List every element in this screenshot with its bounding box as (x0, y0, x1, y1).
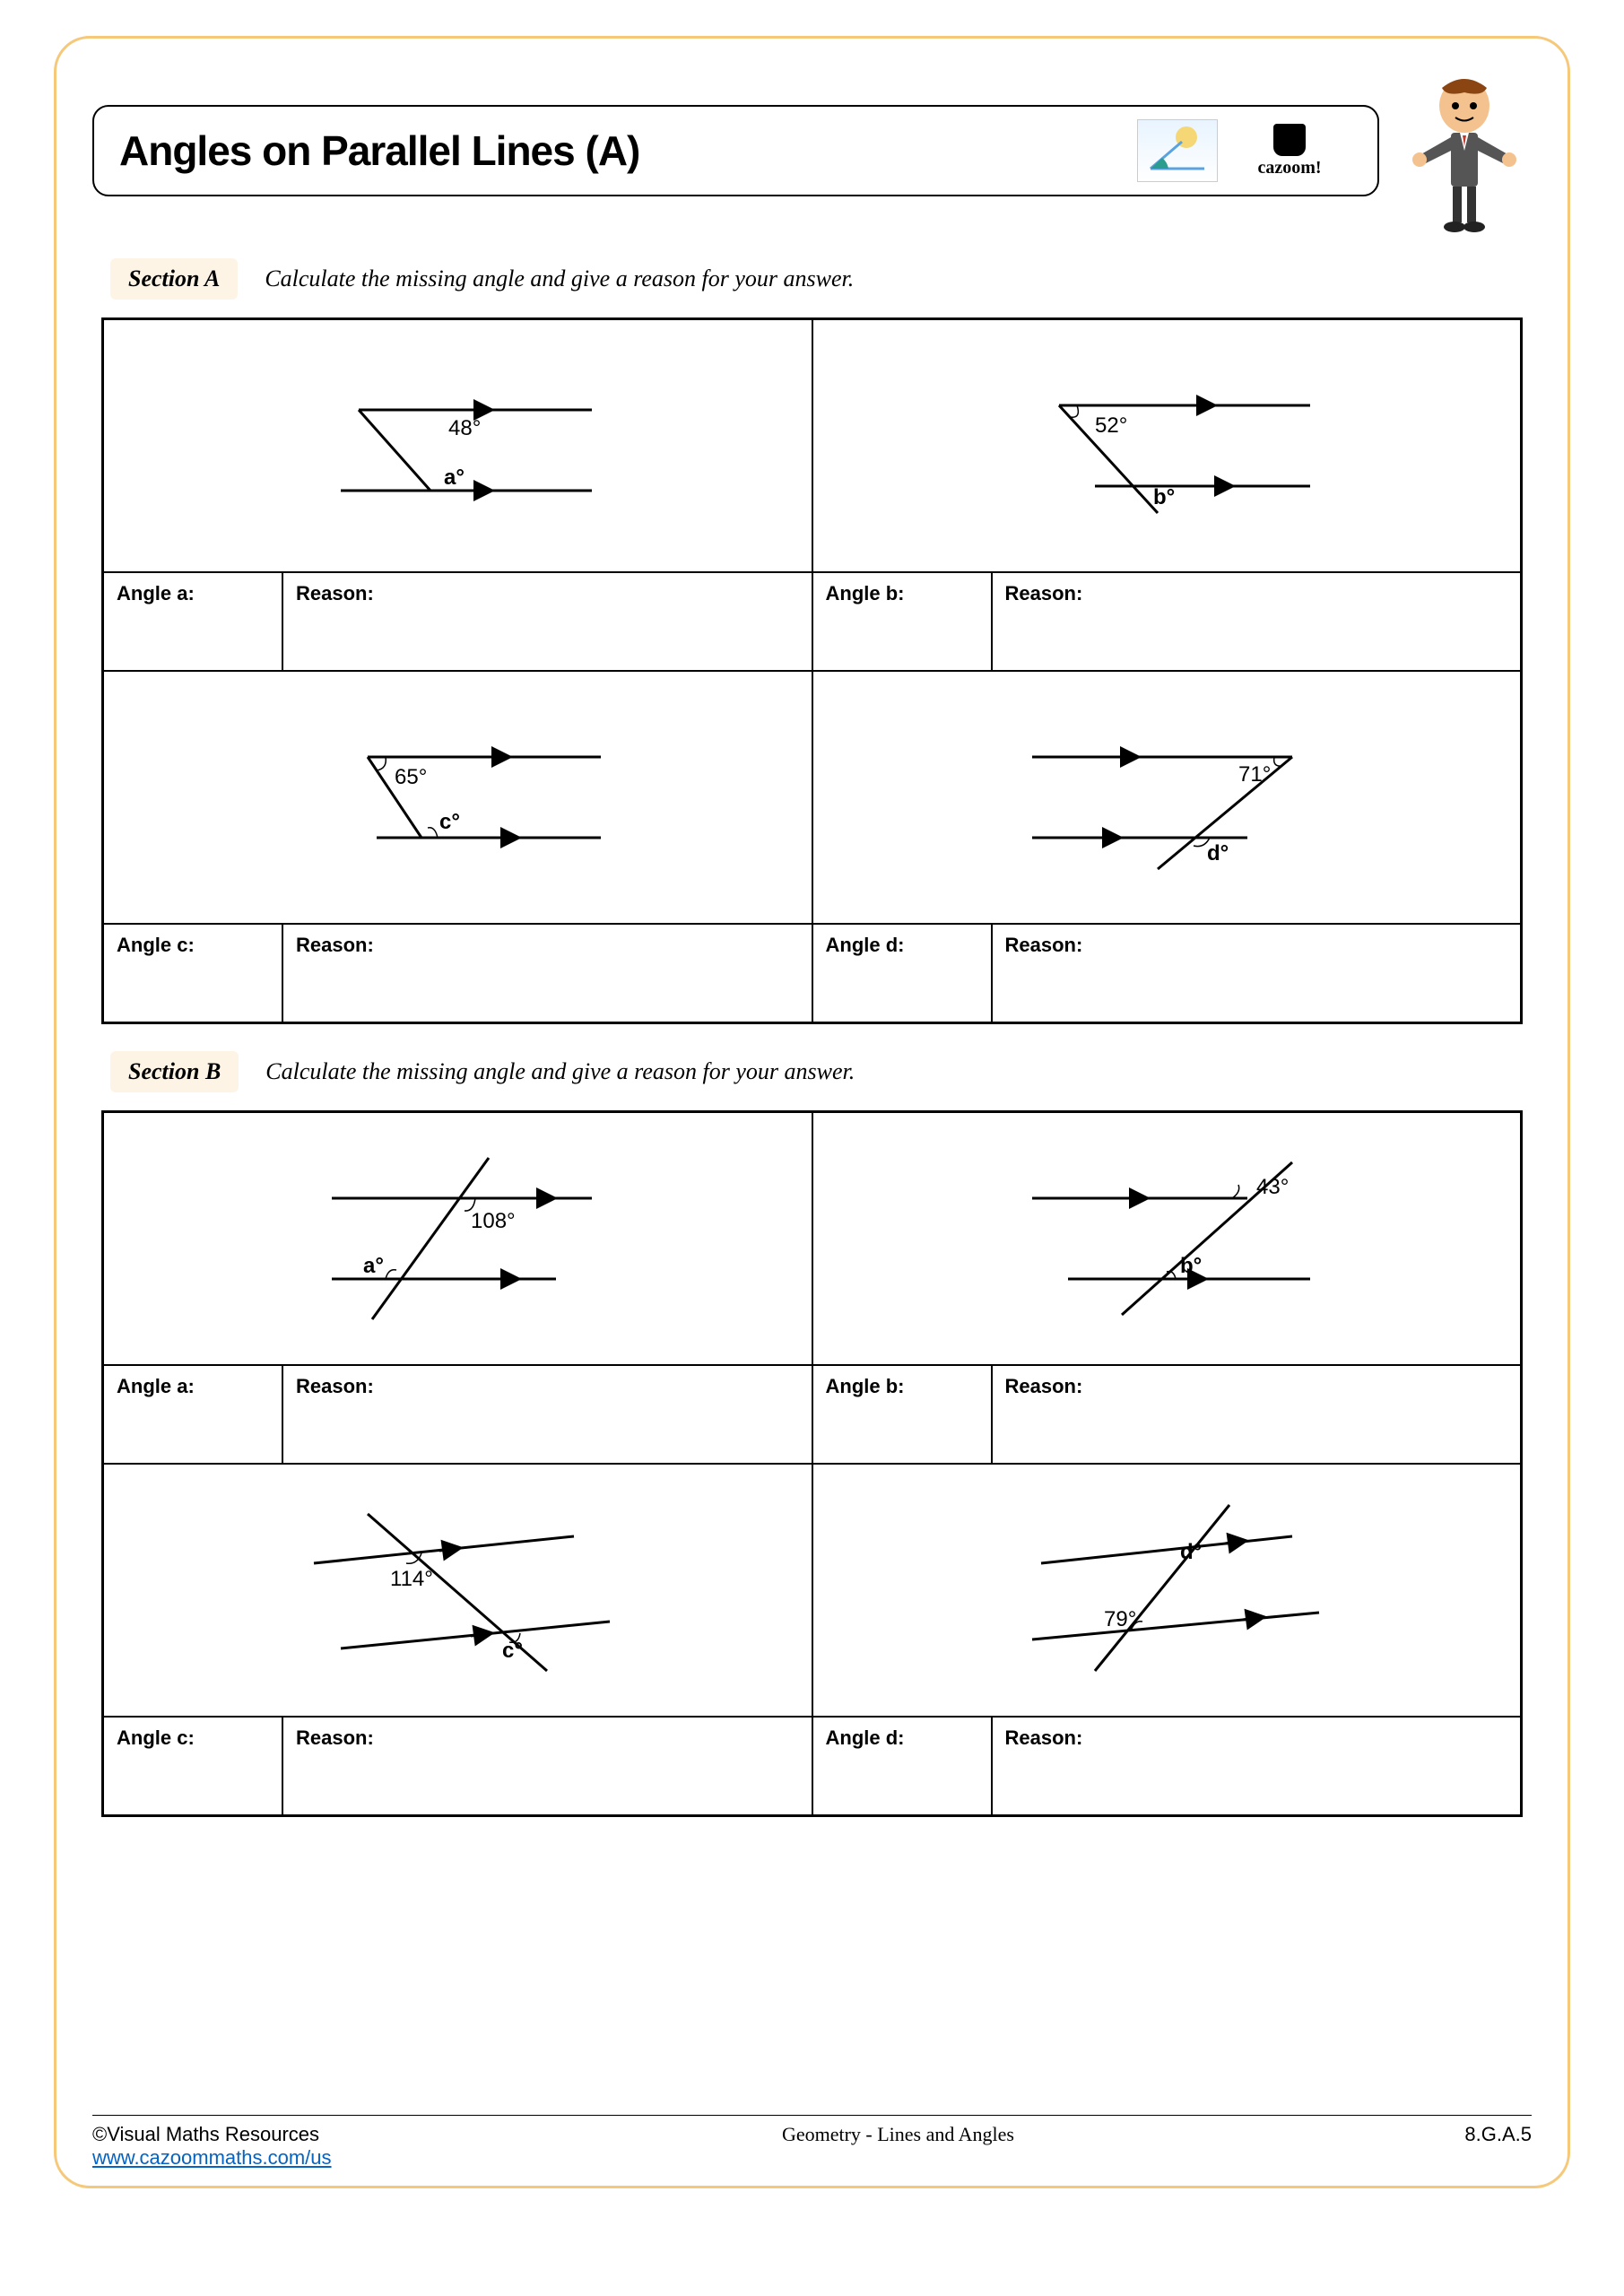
diagram-a3: 65° c° (104, 672, 812, 923)
title-row: Angles on Parallel Lines (A) cazoom! (92, 65, 1532, 236)
section-b-header: Section B Calculate the missing angle an… (110, 1051, 1532, 1092)
angle-thumbnail-icon (1137, 119, 1218, 182)
angle-text: 114° (390, 1567, 433, 1591)
section-a-label: Section A (110, 258, 238, 300)
angle-text: 43° (1256, 1175, 1289, 1199)
reason-label: Reason: (993, 925, 1521, 1022)
answer-row: Angle b: Reason: (813, 571, 1521, 670)
diagram-b3: 114° c° (104, 1465, 812, 1716)
section-a-header: Section A Calculate the missing angle an… (110, 258, 1532, 300)
reason-label: Reason: (283, 573, 812, 670)
unknown-text: a° (444, 465, 465, 490)
angle-answer-label: Angle a: (104, 1366, 283, 1463)
mascot-icon (1397, 65, 1532, 236)
logo-group: cazoom! (1137, 119, 1352, 182)
angle-answer-label: Angle d: (813, 1718, 993, 1814)
answer-row: Angle a: Reason: (104, 1364, 812, 1463)
brand-text: cazoom! (1257, 158, 1321, 178)
section-b-instruction: Calculate the missing angle and give a r… (265, 1058, 855, 1085)
section-b-label: Section B (110, 1051, 239, 1092)
answer-row: Angle c: Reason: (104, 1716, 812, 1814)
unknown-text: a° (363, 1254, 384, 1278)
footer: ©Visual Maths Resources www.cazoommaths.… (92, 2115, 1532, 2170)
cell-a4: 71° d° Angle d: Reason: (812, 671, 1522, 1022)
footer-center: Geometry - Lines and Angles (782, 2123, 1014, 2146)
angle-answer-label: Angle b: (813, 573, 993, 670)
footer-left: ©Visual Maths Resources www.cazoommaths.… (92, 2123, 332, 2170)
unknown-text: d° (1207, 841, 1229, 865)
copyright-text: ©Visual Maths Resources (92, 2123, 332, 2146)
diagram-b4: d° 79° (813, 1465, 1521, 1716)
cup-icon (1273, 124, 1306, 156)
angle-answer-label: Angle b: (813, 1366, 993, 1463)
worksheet-page: Angles on Parallel Lines (A) cazoom! (54, 36, 1570, 2188)
answer-row: Angle d: Reason: (813, 923, 1521, 1022)
diagram-a1: 48° a° (104, 320, 812, 571)
answer-row: Angle b: Reason: (813, 1364, 1521, 1463)
cazoom-logo: cazoom! (1227, 119, 1352, 182)
diagram-b1: 108° a° (104, 1113, 812, 1364)
angle-answer-label: Angle a: (104, 573, 283, 670)
reason-label: Reason: (283, 1366, 812, 1463)
answer-row: Angle c: Reason: (104, 923, 812, 1022)
cell-a1: 48° a° Angle a: Reason: (103, 319, 812, 671)
diagram-b2: 43° b° (813, 1113, 1521, 1364)
diagram-a2: 52° b° (813, 320, 1521, 571)
unknown-text: b° (1153, 485, 1175, 509)
section-b-grid: 108° a° Angle a: Reason: 4 (101, 1110, 1523, 1817)
angle-text: 71° (1238, 762, 1271, 787)
reason-label: Reason: (993, 1718, 1521, 1814)
unknown-text: b° (1180, 1254, 1202, 1278)
footer-link[interactable]: www.cazoommaths.com/us (92, 2146, 332, 2169)
section-a-instruction: Calculate the missing angle and give a r… (265, 265, 854, 292)
worksheet-title: Angles on Parallel Lines (A) (119, 126, 639, 175)
reason-label: Reason: (993, 1366, 1521, 1463)
angle-answer-label: Angle c: (104, 925, 283, 1022)
section-a-grid: 48° a° Angle a: Reason: 52° (101, 317, 1523, 1024)
angle-text: 108° (471, 1209, 516, 1233)
answer-row: Angle d: Reason: (813, 1716, 1521, 1814)
cell-a3: 65° c° Angle c: Reason: (103, 671, 812, 1022)
angle-text: 48° (448, 416, 481, 440)
footer-right: 8.G.A.5 (1464, 2123, 1532, 2146)
angle-answer-label: Angle d: (813, 925, 993, 1022)
angle-answer-label: Angle c: (104, 1718, 283, 1814)
cell-b4: d° 79° Angle d: Reason: (812, 1464, 1522, 1815)
unknown-text: c° (439, 810, 460, 834)
angle-text: 52° (1095, 413, 1127, 438)
answer-row: Angle a: Reason: (104, 571, 812, 670)
title-box: Angles on Parallel Lines (A) cazoom! (92, 105, 1379, 196)
diagram-a4: 71° d° (813, 672, 1521, 923)
cell-b1: 108° a° Angle a: Reason: (103, 1112, 812, 1464)
reason-label: Reason: (283, 1718, 812, 1814)
angle-text: 65° (395, 765, 427, 789)
cell-b3: 114° c° Angle c: Reason: (103, 1464, 812, 1815)
reason-label: Reason: (283, 925, 812, 1022)
cell-b2: 43° b° Angle b: Reason: (812, 1112, 1522, 1464)
reason-label: Reason: (993, 573, 1521, 670)
cell-a2: 52° b° Angle b: Reason: (812, 319, 1522, 671)
